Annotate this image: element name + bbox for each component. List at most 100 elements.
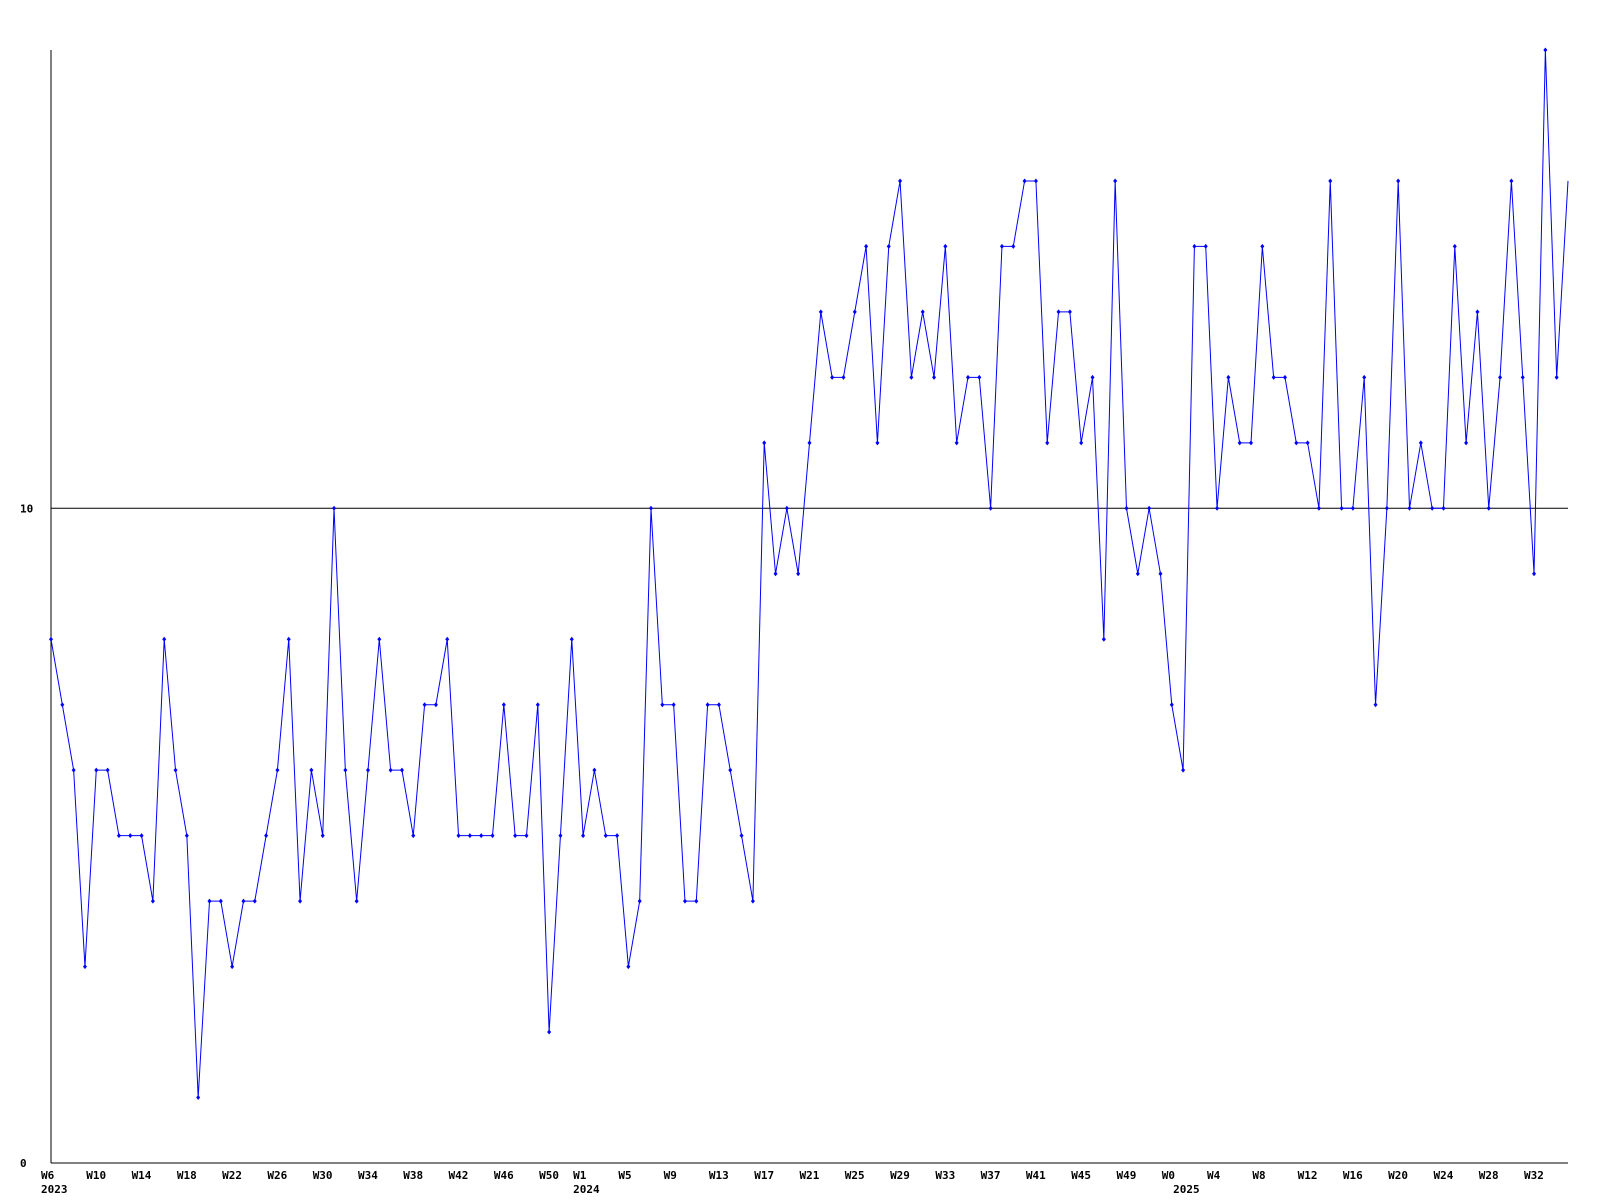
point xyxy=(626,964,631,970)
x-tick-label: W21 xyxy=(800,1169,820,1182)
point xyxy=(1452,243,1457,249)
point xyxy=(535,702,540,708)
point xyxy=(1135,571,1140,577)
x-tick-label: W8 xyxy=(1252,1169,1265,1182)
x-tick-label: W12 xyxy=(1298,1169,1318,1182)
point xyxy=(513,833,518,839)
point xyxy=(1339,505,1344,511)
point xyxy=(264,833,269,839)
point xyxy=(241,898,246,904)
x-tick-label: W14 xyxy=(132,1169,152,1182)
x-tick-label: W13 xyxy=(709,1169,729,1182)
point xyxy=(1192,243,1197,249)
year-label: 2023 xyxy=(41,1183,68,1196)
point xyxy=(807,440,812,446)
point xyxy=(1486,505,1491,511)
point xyxy=(660,702,665,708)
point xyxy=(343,767,348,773)
point xyxy=(739,833,744,839)
point xyxy=(1147,505,1152,511)
point xyxy=(1056,309,1061,315)
x-tick-label: W38 xyxy=(403,1169,423,1182)
point xyxy=(1509,178,1514,184)
point xyxy=(365,767,370,773)
point xyxy=(716,702,721,708)
x-tick-label: W25 xyxy=(845,1169,865,1182)
point xyxy=(82,964,87,970)
point xyxy=(1316,505,1321,511)
point xyxy=(705,702,710,708)
x-tick-label: W22 xyxy=(222,1169,242,1182)
point xyxy=(864,243,869,249)
x-tick-label: W18 xyxy=(177,1169,197,1182)
point xyxy=(1305,440,1310,446)
point xyxy=(422,702,427,708)
x-tick-label: W24 xyxy=(1433,1169,1453,1182)
point xyxy=(139,833,144,839)
point xyxy=(1079,440,1084,446)
x-tick-label: W17 xyxy=(754,1169,774,1182)
x-tick-label: W30 xyxy=(313,1169,333,1182)
point xyxy=(1249,440,1254,446)
point xyxy=(1203,243,1208,249)
point xyxy=(909,374,914,380)
point xyxy=(298,898,303,904)
x-tick-label: W16 xyxy=(1343,1169,1363,1182)
point xyxy=(1101,636,1106,642)
point xyxy=(988,505,993,511)
x-tick-label: W50 xyxy=(539,1169,559,1182)
point xyxy=(230,964,235,970)
x-tick-label: W49 xyxy=(1116,1169,1136,1182)
x-tick-label: W0 xyxy=(1162,1169,1175,1182)
point xyxy=(354,898,359,904)
x-tick-label: W6 xyxy=(41,1169,55,1182)
point xyxy=(999,243,1004,249)
point xyxy=(433,702,438,708)
point xyxy=(128,833,133,839)
point xyxy=(886,243,891,249)
x-tick-label: W42 xyxy=(449,1169,469,1182)
point xyxy=(1282,374,1287,380)
point xyxy=(286,636,291,642)
point xyxy=(501,702,506,708)
point xyxy=(399,767,404,773)
point xyxy=(558,833,563,839)
x-tick-label: W46 xyxy=(494,1169,514,1182)
point xyxy=(1407,505,1412,511)
point xyxy=(569,636,574,642)
point xyxy=(49,636,53,642)
point xyxy=(671,702,676,708)
point xyxy=(388,767,393,773)
point xyxy=(309,767,314,773)
point xyxy=(1362,374,1367,380)
point xyxy=(252,898,257,904)
point xyxy=(1294,440,1299,446)
point xyxy=(1464,440,1469,446)
point xyxy=(830,374,835,380)
point xyxy=(1441,505,1446,511)
point xyxy=(920,309,925,315)
point xyxy=(1045,440,1050,446)
x-tick-label: W26 xyxy=(267,1169,287,1182)
year-label: 2025 xyxy=(1173,1183,1200,1196)
point xyxy=(649,505,654,511)
point xyxy=(377,636,382,642)
point xyxy=(1418,440,1423,446)
point xyxy=(603,833,608,839)
point xyxy=(275,767,280,773)
point xyxy=(184,833,189,839)
point xyxy=(218,898,223,904)
point xyxy=(1475,309,1480,315)
point xyxy=(150,898,155,904)
x-tick-label: W45 xyxy=(1071,1169,1091,1182)
point xyxy=(682,898,687,904)
x-tick-label: W28 xyxy=(1479,1169,1499,1182)
x-tick-label: W1 xyxy=(573,1169,587,1182)
x-tick-label: W41 xyxy=(1026,1169,1046,1182)
point xyxy=(445,636,450,642)
point xyxy=(1215,505,1220,511)
point xyxy=(728,767,733,773)
point xyxy=(1022,178,1027,184)
